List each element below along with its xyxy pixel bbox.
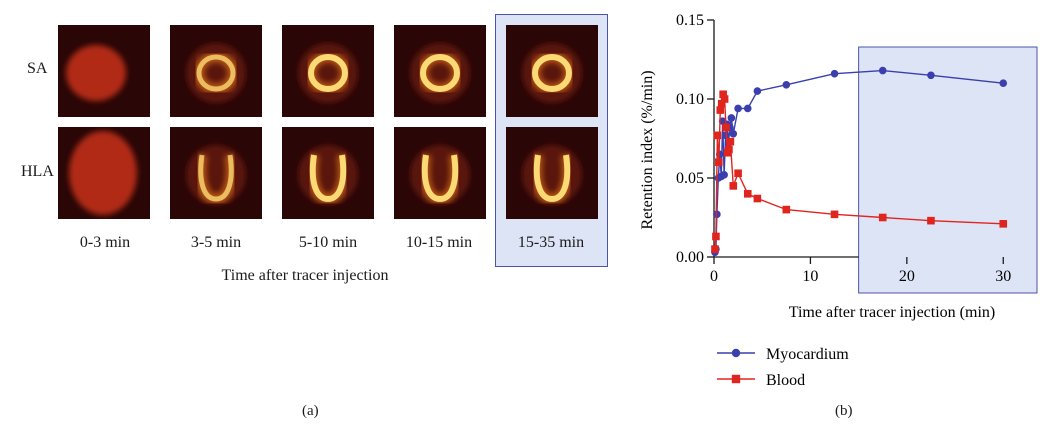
x-tick-label: 0 bbox=[710, 268, 718, 285]
data-point bbox=[734, 169, 742, 178]
data-point bbox=[734, 104, 742, 113]
y-tick-label: 0.15 bbox=[676, 12, 704, 29]
time-label-1: 3-5 min bbox=[190, 234, 242, 251]
data-point bbox=[927, 71, 935, 80]
data-point bbox=[725, 145, 733, 154]
legend-item-blood: Blood bbox=[717, 372, 805, 389]
data-point bbox=[720, 95, 729, 103]
hla-scan-3 bbox=[394, 127, 486, 219]
time-label-0: 0-3 min bbox=[79, 234, 131, 251]
legend-marker bbox=[731, 374, 741, 384]
y-axis-label: Retention index (%/min) bbox=[639, 70, 656, 229]
data-point bbox=[722, 123, 730, 132]
hla-scan-1 bbox=[170, 127, 262, 219]
series-blood bbox=[711, 90, 1008, 253]
caption-b: (b) bbox=[835, 403, 853, 419]
data-point bbox=[721, 131, 730, 140]
sa-scan-3 bbox=[394, 25, 486, 117]
x-tick-label: 20 bbox=[899, 268, 915, 285]
legend-item-myocardium: Myocardium bbox=[717, 346, 849, 363]
sa-scan-2 bbox=[282, 25, 374, 117]
data-point bbox=[878, 66, 887, 75]
hla-scan-2 bbox=[282, 127, 374, 219]
data-point bbox=[830, 210, 839, 219]
legend-label: Blood bbox=[766, 372, 805, 389]
data-point bbox=[716, 106, 725, 114]
sa-scan-4 bbox=[506, 25, 598, 117]
panel-a-x-title: Time after tracer injection bbox=[221, 267, 389, 284]
x-tick-label: 30 bbox=[995, 268, 1011, 285]
data-point bbox=[712, 232, 720, 241]
data-point bbox=[927, 216, 935, 225]
data-point bbox=[878, 213, 887, 222]
x-tick-label: 10 bbox=[802, 268, 818, 285]
data-point bbox=[713, 131, 722, 140]
sa-scan-1 bbox=[170, 25, 262, 117]
time-label-2: 5-10 min bbox=[298, 234, 358, 251]
legend-marker bbox=[731, 348, 741, 358]
data-point bbox=[729, 182, 738, 190]
time-label-4: 15-35 min bbox=[517, 234, 585, 251]
data-point bbox=[782, 205, 791, 214]
data-point bbox=[753, 194, 762, 203]
y-tick-label: 0.10 bbox=[676, 91, 704, 108]
data-point bbox=[719, 90, 727, 99]
data-point bbox=[999, 220, 1008, 228]
data-point bbox=[743, 190, 752, 198]
row-label-hla: HLA bbox=[21, 163, 54, 180]
data-point bbox=[717, 99, 726, 108]
hla-scan-4 bbox=[506, 127, 598, 219]
y-tick-label: 0.05 bbox=[676, 170, 704, 187]
highlight-region bbox=[858, 46, 1038, 294]
legend-label: Myocardium bbox=[766, 346, 849, 363]
data-point bbox=[726, 137, 735, 146]
data-point bbox=[727, 114, 736, 122]
y-tick-label: 0.00 bbox=[676, 249, 704, 266]
data-point bbox=[753, 87, 762, 95]
data-point bbox=[782, 80, 791, 89]
data-point bbox=[743, 104, 752, 113]
x-axis-label: Time after tracer injection (min) bbox=[789, 304, 995, 321]
hla-scan-0 bbox=[58, 127, 150, 219]
legend: Myocardium Blood bbox=[717, 346, 849, 389]
data-point bbox=[729, 129, 738, 138]
data-point bbox=[715, 158, 723, 166]
row-label-sa: SA bbox=[27, 60, 48, 77]
chart-marks bbox=[711, 66, 1008, 257]
data-point bbox=[999, 79, 1008, 87]
sa-scan-0 bbox=[58, 25, 150, 117]
data-point bbox=[711, 245, 719, 253]
time-label-3: 10-15 min bbox=[405, 234, 473, 251]
data-point bbox=[720, 171, 728, 179]
caption-a: (a) bbox=[302, 403, 319, 419]
data-point bbox=[830, 69, 839, 78]
